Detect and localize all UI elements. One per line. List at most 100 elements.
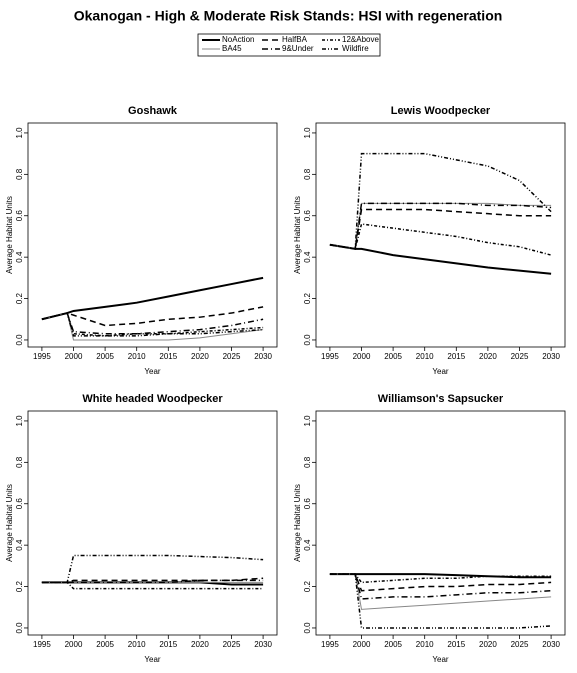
- plot-frame: [315, 410, 566, 636]
- x-tick-label: 2015: [159, 640, 177, 649]
- y-axis-label: Average Habitat Units: [5, 196, 14, 274]
- y-tick-label: 0.0: [303, 622, 312, 634]
- y-tick-label: 0.8: [15, 456, 24, 468]
- series-line: HalfBA: [329, 208, 552, 250]
- plot-area: NoActionBA45HalfBA9&Under12&AboveWildfir…: [41, 276, 264, 341]
- x-tick-label: 2020: [191, 352, 209, 361]
- y-axis-label: Average Habitat Units: [293, 196, 302, 274]
- x-tick-label: 2030: [254, 352, 272, 361]
- panel-title: White headed Woodpecker: [82, 393, 223, 405]
- panel-title: Lewis Woodpecker: [391, 105, 491, 117]
- y-tick-label: 0.4: [303, 251, 312, 263]
- y-tick-label: 0.4: [15, 539, 24, 551]
- series-line: 9&Under: [329, 202, 552, 250]
- y-tick-label: 0.4: [15, 251, 24, 263]
- x-tick-label: 1995: [321, 352, 339, 361]
- legend-label: NoAction: [222, 35, 254, 44]
- x-tick-label: 1995: [33, 640, 51, 649]
- series-line: 12&Above: [329, 223, 552, 256]
- y-tick-label: 1.0: [303, 127, 312, 139]
- x-tick-label: 2010: [416, 352, 434, 361]
- legend-label: BA45: [222, 44, 242, 53]
- series-line: Wildfire: [329, 152, 552, 250]
- series-line: NoAction: [329, 573, 552, 579]
- x-tick-label: 2005: [96, 352, 114, 361]
- legend-label: 12&Above: [342, 35, 379, 44]
- series-line: HalfBA: [41, 577, 264, 584]
- x-tick-label: 2030: [542, 640, 560, 649]
- plot-frame: [315, 122, 566, 348]
- x-tick-label: 2000: [353, 640, 371, 649]
- y-tick-label: 0.0: [303, 334, 312, 346]
- plot-frame: [27, 122, 278, 348]
- x-tick-label: 1995: [33, 352, 51, 361]
- y-tick-label: 0.2: [15, 292, 24, 304]
- plot-area: NoActionBA45HalfBA9&Under12&AboveWildfir…: [329, 573, 552, 629]
- y-tick-label: 0.8: [15, 168, 24, 180]
- y-tick-label: 0.6: [303, 498, 312, 510]
- x-tick-label: 2020: [479, 352, 497, 361]
- y-tick-label: 0.0: [15, 622, 24, 634]
- x-axis-label: Year: [144, 367, 161, 376]
- x-tick-label: 2005: [96, 640, 114, 649]
- series-line: 9&Under: [329, 573, 552, 600]
- x-tick-label: 2025: [223, 640, 241, 649]
- x-tick-label: 2000: [353, 352, 371, 361]
- y-tick-label: 0.4: [303, 539, 312, 551]
- y-tick-label: 0.2: [303, 292, 312, 304]
- y-tick-label: 1.0: [15, 127, 24, 139]
- x-axis-label: Year: [432, 367, 449, 376]
- x-tick-label: 2025: [511, 352, 529, 361]
- series-line: 9&Under: [41, 312, 264, 335]
- x-axis-label: Year: [432, 655, 449, 664]
- plot-area: NoActionBA45HalfBA9&Under12&AboveWildfir…: [329, 152, 552, 275]
- x-tick-label: 2010: [128, 352, 146, 361]
- x-tick-label: 2020: [191, 640, 209, 649]
- series-line: 9&Under: [41, 579, 264, 584]
- series-line: BA45: [41, 312, 264, 341]
- plot-frame: [27, 410, 278, 636]
- x-tick-label: 2005: [384, 640, 402, 649]
- x-tick-label: 1995: [321, 640, 339, 649]
- x-axis-label: Year: [144, 655, 161, 664]
- panel-title: Williamson's Sapsucker: [378, 393, 504, 405]
- y-tick-label: 0.2: [303, 580, 312, 592]
- series-line: NoAction: [41, 276, 264, 321]
- legend-label: HalfBA: [282, 35, 308, 44]
- y-axis-label: Average Habitat Units: [5, 484, 14, 562]
- series-line: Wildfire: [41, 312, 264, 337]
- panel-title: Goshawk: [128, 105, 178, 117]
- y-tick-label: 0.8: [303, 456, 312, 468]
- y-tick-label: 1.0: [303, 415, 312, 427]
- x-tick-label: 2020: [479, 640, 497, 649]
- y-tick-label: 0.2: [15, 580, 24, 592]
- page-title: Okanogan - High & Moderate Risk Stands: …: [74, 8, 503, 24]
- y-tick-label: 0.6: [303, 210, 312, 222]
- y-tick-label: 0.8: [303, 168, 312, 180]
- y-tick-label: 1.0: [15, 415, 24, 427]
- x-tick-label: 2005: [384, 352, 402, 361]
- series-line: HalfBA: [41, 306, 264, 327]
- x-tick-label: 2010: [128, 640, 146, 649]
- y-axis-label: Average Habitat Units: [293, 484, 302, 562]
- legend-label: 9&Under: [282, 44, 314, 53]
- x-tick-label: 2000: [65, 640, 83, 649]
- x-tick-label: 2010: [416, 640, 434, 649]
- series-line: 12&Above: [41, 581, 264, 590]
- y-tick-label: 0.0: [15, 334, 24, 346]
- x-tick-label: 2025: [511, 640, 529, 649]
- legend-label: Wildfire: [342, 44, 369, 53]
- plot-area: NoActionBA45HalfBA9&Under12&AboveWildfir…: [41, 554, 264, 590]
- y-tick-label: 0.6: [15, 498, 24, 510]
- x-tick-label: 2030: [254, 640, 272, 649]
- series-line: NoAction: [329, 243, 552, 275]
- x-tick-label: 2000: [65, 352, 83, 361]
- legend-box: [197, 33, 381, 57]
- x-tick-label: 2025: [223, 352, 241, 361]
- x-tick-label: 2015: [447, 640, 465, 649]
- x-tick-label: 2015: [159, 352, 177, 361]
- x-tick-label: 2015: [447, 352, 465, 361]
- x-tick-label: 2030: [542, 352, 560, 361]
- y-tick-label: 0.6: [15, 210, 24, 222]
